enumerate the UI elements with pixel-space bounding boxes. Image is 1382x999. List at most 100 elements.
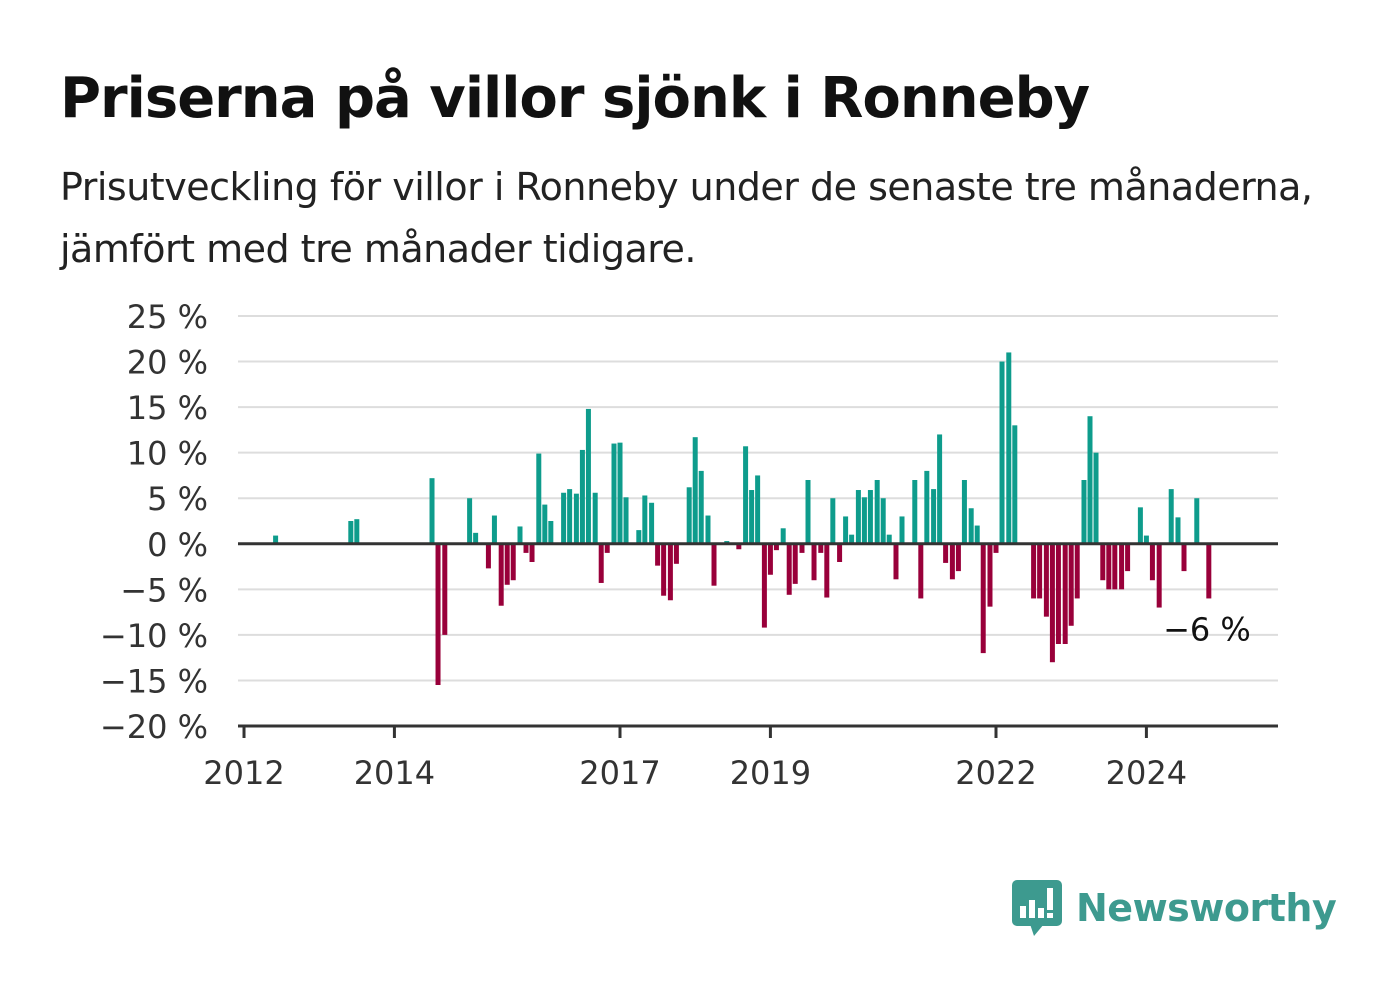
- x-tick-label: 2024: [1106, 754, 1187, 792]
- y-tick-label: 20 %: [127, 344, 208, 382]
- bar: [529, 543, 535, 562]
- y-tick-label: −15 %: [100, 662, 208, 700]
- bar: [855, 490, 861, 544]
- bar: [1175, 517, 1181, 544]
- bar: [1093, 452, 1099, 544]
- bar: [1055, 543, 1061, 644]
- bar: [517, 526, 523, 544]
- y-tick-label: −5 %: [120, 571, 208, 609]
- y-tick-label: −10 %: [100, 617, 208, 655]
- bar: [491, 515, 497, 544]
- bar: [585, 408, 591, 544]
- chart-subtitle: Prisutveckling för villor i Ronneby unde…: [60, 165, 1313, 271]
- bar: [937, 434, 943, 544]
- bar: [692, 437, 698, 544]
- y-tick-label: 5 %: [147, 480, 208, 518]
- bar: [780, 528, 786, 544]
- bar: [1119, 543, 1125, 590]
- bar: [1062, 543, 1068, 644]
- bar: [711, 543, 717, 586]
- bar: [811, 543, 817, 581]
- bar: [1168, 489, 1174, 544]
- bar: [655, 543, 661, 566]
- bar: [673, 543, 679, 564]
- x-tick-label: 2019: [730, 754, 811, 792]
- bar: [611, 443, 617, 544]
- y-tick-label: −20 %: [100, 708, 208, 746]
- y-tick-label: 15 %: [127, 389, 208, 427]
- bar: [579, 449, 585, 544]
- bar: [617, 442, 623, 544]
- chart-title: Priserna på villor sjönk i Ronneby: [60, 66, 1090, 131]
- bar: [698, 470, 704, 544]
- bar: [1137, 507, 1143, 544]
- bar: [880, 498, 886, 544]
- bar: [824, 543, 830, 598]
- bar: [767, 543, 773, 575]
- bar: [987, 543, 993, 607]
- bar: [861, 497, 867, 544]
- bar: [1068, 543, 1074, 626]
- bar: [736, 543, 742, 550]
- bar: [642, 495, 648, 544]
- bar: [1206, 543, 1212, 599]
- bar: [843, 516, 849, 544]
- bar: [874, 480, 880, 544]
- bar: [999, 361, 1005, 544]
- bar: [849, 534, 855, 544]
- bar: [924, 470, 930, 544]
- bar: [473, 532, 479, 544]
- bar: [348, 521, 354, 544]
- bar-chart: 25 % 20 % 15 % 10 % 5 % 0 % −5 % −10 % −15 % −20 …: [100, 298, 1278, 792]
- bar: [523, 543, 529, 553]
- bar: [755, 475, 761, 544]
- bar: [931, 489, 937, 544]
- bar: [705, 515, 711, 544]
- bar: [893, 543, 899, 580]
- brand-logo: Newsworthy: [1010, 876, 1337, 940]
- y-tick-label: 0 %: [147, 526, 208, 564]
- bar: [1037, 543, 1043, 599]
- bar: [786, 543, 792, 595]
- bar: [567, 489, 573, 544]
- bar: [1049, 543, 1055, 663]
- bar: [805, 480, 811, 544]
- bar: [749, 490, 755, 544]
- bar: [1181, 543, 1187, 572]
- bar: [1074, 543, 1080, 599]
- bar: [1112, 543, 1118, 590]
- bar: [743, 446, 749, 544]
- bar: [1143, 535, 1149, 544]
- bar: [573, 493, 579, 544]
- bar: [968, 508, 974, 544]
- bar: [1194, 498, 1200, 544]
- bar: [974, 525, 980, 544]
- bar: [667, 543, 673, 601]
- bar: [773, 543, 779, 551]
- bar: [592, 492, 598, 544]
- bar: [561, 492, 567, 544]
- bar: [604, 543, 610, 553]
- bar: [1031, 543, 1037, 599]
- bar: [837, 543, 843, 562]
- bar: [536, 453, 542, 544]
- bar: [498, 543, 504, 606]
- bar: [510, 543, 516, 581]
- bar: [548, 521, 554, 544]
- bar: [636, 530, 642, 544]
- bar: [799, 543, 805, 553]
- bar: [1087, 416, 1093, 544]
- bar: [429, 478, 435, 544]
- brand-name: Newsworthy: [1076, 886, 1337, 930]
- bar: [1081, 480, 1087, 544]
- bar: [1012, 425, 1018, 544]
- x-tick-label: 2017: [579, 754, 660, 792]
- bar: [504, 543, 510, 585]
- bar: [867, 490, 873, 544]
- bar: [899, 516, 905, 544]
- bar: [818, 543, 824, 553]
- bar: [542, 504, 548, 544]
- y-tick-label: 25 %: [127, 298, 208, 336]
- bar: [435, 543, 441, 685]
- y-tick-label: 10 %: [127, 435, 208, 473]
